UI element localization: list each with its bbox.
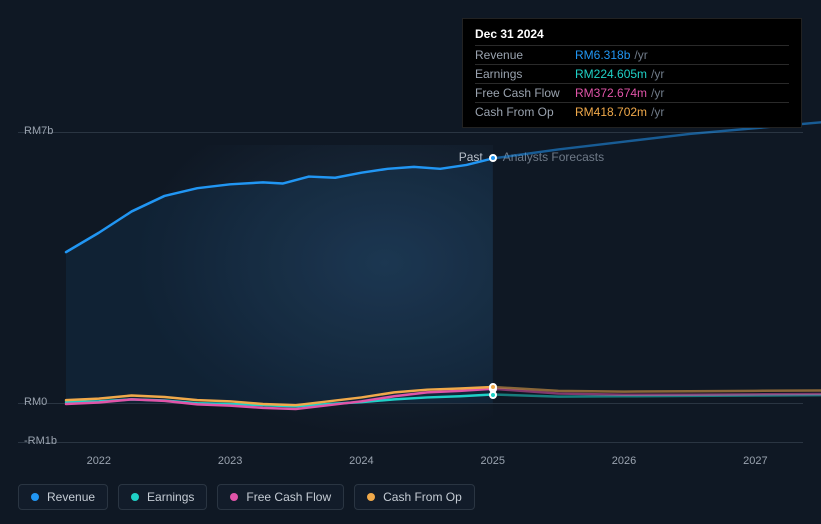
tooltip-row-value: RM418.702m bbox=[575, 105, 647, 119]
tooltip-title: Dec 31 2024 bbox=[475, 27, 789, 41]
tooltip-row-label: Free Cash Flow bbox=[475, 86, 575, 100]
legend-label: Cash From Op bbox=[383, 490, 462, 504]
legend-swatch-icon bbox=[131, 493, 139, 501]
tooltip-row-unit: /yr bbox=[651, 86, 664, 100]
chart-tooltip: Dec 31 2024 RevenueRM6.318b/yrEarningsRM… bbox=[462, 18, 802, 128]
x-tick-label: 2027 bbox=[743, 455, 767, 467]
legend-item-fcf[interactable]: Free Cash Flow bbox=[217, 484, 344, 510]
tooltip-row-label: Earnings bbox=[475, 67, 575, 81]
chart-legend: Revenue Earnings Free Cash Flow Cash From O… bbox=[18, 484, 475, 510]
cfo-line bbox=[493, 387, 821, 392]
tooltip-row-cfo: Cash From OpRM418.702m/yr bbox=[475, 102, 789, 121]
tooltip-row-value: RM372.674m bbox=[575, 86, 647, 100]
legend-label: Revenue bbox=[47, 490, 95, 504]
legend-label: Free Cash Flow bbox=[246, 490, 331, 504]
x-tick-label: 2025 bbox=[480, 455, 504, 467]
legend-item-cfo[interactable]: Cash From Op bbox=[354, 484, 475, 510]
tooltip-row-unit: /yr bbox=[634, 48, 647, 62]
legend-swatch-icon bbox=[230, 493, 238, 501]
legend-swatch-icon bbox=[367, 493, 375, 501]
tooltip-row-revenue: RevenueRM6.318b/yr bbox=[475, 45, 789, 64]
legend-item-earnings[interactable]: Earnings bbox=[118, 484, 207, 510]
legend-label: Earnings bbox=[147, 490, 194, 504]
tooltip-row-unit: /yr bbox=[651, 105, 664, 119]
revenue-area-fill bbox=[66, 158, 493, 403]
x-tick-label: 2024 bbox=[349, 455, 373, 467]
tooltip-row-value: RM224.605m bbox=[575, 67, 647, 81]
tooltip-row-unit: /yr bbox=[651, 67, 664, 81]
revenue-marker bbox=[489, 154, 497, 162]
cfo-marker bbox=[489, 383, 497, 391]
legend-swatch-icon bbox=[31, 493, 39, 501]
x-tick-label: 2022 bbox=[87, 455, 111, 467]
x-tick-label: 2023 bbox=[218, 455, 242, 467]
tooltip-row-earnings: EarningsRM224.605m/yr bbox=[475, 64, 789, 83]
tooltip-row-label: Revenue bbox=[475, 48, 575, 62]
legend-item-revenue[interactable]: Revenue bbox=[18, 484, 108, 510]
tooltip-row-label: Cash From Op bbox=[475, 105, 575, 119]
tooltip-row-fcf: Free Cash FlowRM372.674m/yr bbox=[475, 83, 789, 102]
x-tick-label: 2026 bbox=[612, 455, 636, 467]
tooltip-row-value: RM6.318b bbox=[575, 48, 630, 62]
